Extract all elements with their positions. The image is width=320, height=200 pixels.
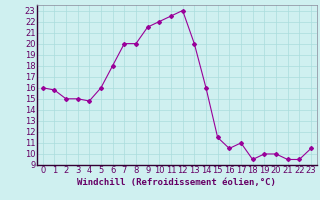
X-axis label: Windchill (Refroidissement éolien,°C): Windchill (Refroidissement éolien,°C): [77, 178, 276, 187]
